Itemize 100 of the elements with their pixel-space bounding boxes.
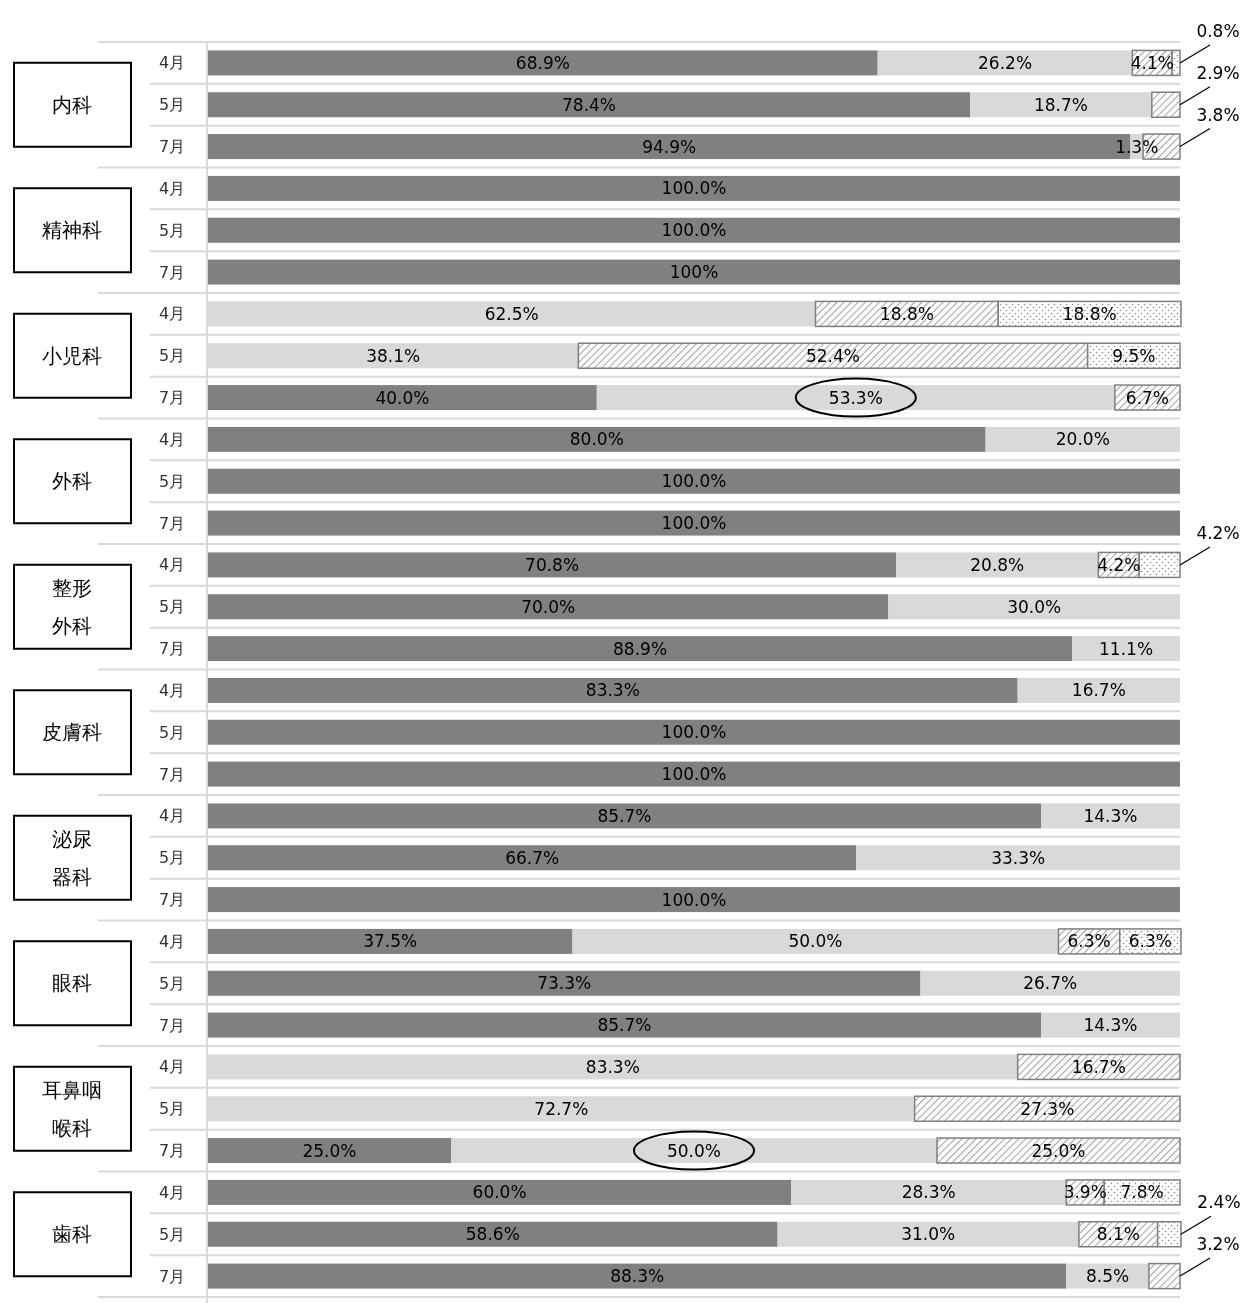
data-label: 27.3%: [1020, 1098, 1075, 1119]
text: 精神科: [42, 218, 102, 243]
y-tick-label: 5月: [158, 220, 186, 240]
bar: [208, 1138, 451, 1164]
data-label: 70.8%: [525, 554, 580, 575]
data-label: 83.3%: [585, 680, 640, 701]
bar: [1151, 91, 1181, 118]
bar: [208, 677, 1018, 703]
text: 内科: [52, 92, 92, 117]
bar: [1148, 1262, 1181, 1290]
y-tick-label: 5月: [158, 722, 186, 742]
data-label: 100.0%: [661, 764, 727, 785]
data-label: 100.0%: [661, 513, 727, 534]
y-tick-label: 5月: [158, 471, 186, 491]
data-label: 2.9%: [1196, 62, 1240, 83]
bar: [888, 594, 1180, 620]
bar: [208, 175, 1180, 201]
data-label: 11.1%: [1099, 638, 1154, 659]
bar: [208, 887, 1180, 913]
data-label: 58.6%: [465, 1224, 520, 1245]
data-label: 2.4%: [1197, 1192, 1241, 1213]
y-tick-label: 5月: [158, 848, 186, 868]
data-label: 31.0%: [901, 1224, 956, 1245]
y-tick-label: 7月: [158, 1141, 186, 1161]
y-tick-label: 7月: [158, 639, 186, 659]
data-label: 50.0%: [666, 1140, 722, 1161]
bar: [985, 426, 1180, 452]
data-label: 30.0%: [1007, 596, 1062, 617]
data-label: 50.0%: [788, 931, 843, 952]
data-label: 18.8%: [1062, 303, 1117, 324]
bar: [791, 1179, 1067, 1205]
bar: [596, 385, 1115, 411]
data-label: 100.0%: [661, 471, 727, 492]
data-label: 20.8%: [970, 554, 1025, 575]
y-tick-label: 7月: [158, 764, 186, 784]
data-label: 68.9%: [515, 52, 570, 73]
data-label: 94.9%: [642, 136, 697, 157]
data-label: 100.0%: [661, 220, 727, 241]
bar: [208, 1221, 778, 1247]
data-label: 18.7%: [1033, 94, 1088, 115]
y-tick-label: 4月: [158, 555, 186, 575]
data-label: 4.2%: [1097, 554, 1141, 575]
y-tick-label: 4月: [158, 53, 186, 73]
data-label: 60.0%: [472, 1182, 527, 1203]
y-tick-label: 5月: [158, 1224, 186, 1244]
bar: [777, 1221, 1079, 1247]
data-label: 16.7%: [1071, 680, 1126, 701]
bar: [913, 1095, 1181, 1122]
y-tick-label: 5月: [158, 346, 186, 366]
bar: [208, 636, 1073, 662]
bar: [208, 719, 1180, 745]
data-label: 100%: [669, 262, 719, 283]
data-label: 3.8%: [1196, 104, 1240, 125]
y-tick-label: 4月: [158, 178, 186, 198]
data-label: 88.3%: [610, 1266, 665, 1287]
y-tick-label: 7月: [158, 1266, 186, 1286]
bar: [1041, 1012, 1180, 1038]
y-tick-label: 7月: [158, 1015, 186, 1035]
data-label: 6.3%: [1067, 931, 1111, 952]
bar: [208, 385, 597, 411]
y-tick-label: 5月: [158, 597, 186, 617]
data-label: 20.0%: [1055, 429, 1110, 450]
text: 皮膚科: [42, 720, 102, 745]
data-label: 85.7%: [597, 1015, 652, 1036]
data-label: 53.3%: [828, 387, 883, 408]
data-label: 73.3%: [537, 973, 592, 994]
data-label: 83.3%: [585, 1056, 640, 1077]
data-label: 26.7%: [1023, 973, 1078, 994]
bar: [208, 594, 889, 620]
y-tick-label: 7月: [158, 513, 186, 533]
y-tick-label: 4月: [158, 806, 186, 826]
bar: [208, 217, 1180, 243]
bar: [877, 50, 1133, 76]
bar: [451, 1138, 937, 1164]
data-label: 6.7%: [1125, 387, 1170, 408]
data-label: 100.0%: [661, 178, 727, 199]
data-label: 100.0%: [661, 889, 727, 910]
data-label: 3.9%: [1063, 1182, 1107, 1203]
data-label: 8.1%: [1096, 1224, 1140, 1245]
y-tick-label: 7月: [158, 262, 186, 282]
data-label: 4.1%: [1130, 52, 1174, 73]
data-label: 0.8%: [1196, 20, 1240, 41]
bar: [936, 1137, 1181, 1164]
bar: [208, 50, 878, 76]
bar: [1041, 803, 1180, 829]
y-tick-label: 4月: [158, 1057, 186, 1077]
bar: [208, 1263, 1067, 1289]
data-label: 28.3%: [901, 1182, 956, 1203]
data-label: 8.5%: [1085, 1266, 1130, 1287]
data-label: 9.5%: [1112, 345, 1156, 366]
bar: [920, 970, 1180, 996]
data-label: 14.3%: [1083, 1015, 1138, 1036]
bar: [208, 510, 1180, 536]
data-label: 100.0%: [661, 722, 727, 743]
text: 外科: [52, 469, 92, 494]
y-tick-label: 5月: [158, 1099, 186, 1119]
y-tick-label: 5月: [158, 973, 186, 993]
bar: [208, 845, 857, 871]
y-tick-label: 4月: [158, 429, 186, 449]
y-tick-label: 4月: [158, 931, 186, 951]
